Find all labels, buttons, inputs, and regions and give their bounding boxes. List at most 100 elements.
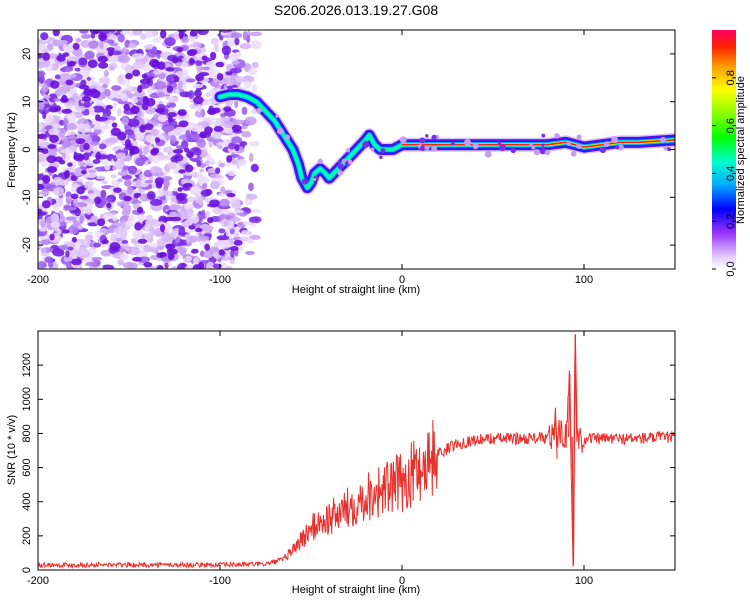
noise-blob: [123, 179, 132, 187]
noise-blob: [142, 66, 151, 72]
noise-blob-strong: [186, 49, 197, 57]
noise-blob: [77, 225, 84, 231]
noise-blob: [125, 85, 133, 91]
noise-blob: [205, 210, 210, 220]
noise-blob: [237, 158, 247, 167]
noise-blob: [186, 78, 196, 83]
noise-blob: [80, 79, 87, 87]
snr-spike-up: [572, 334, 576, 565]
noise-blob-strong: [80, 170, 87, 175]
noise-blob: [117, 75, 124, 85]
heatmap-y-tick-label: -10: [21, 189, 33, 205]
noise-blob: [117, 55, 131, 63]
noise-blob-strong: [208, 199, 220, 207]
noise-blob: [47, 52, 58, 59]
noise-blob-strong: [171, 57, 179, 64]
noise-blob: [129, 214, 136, 222]
noise-blob: [38, 260, 45, 269]
noise-blob: [209, 181, 221, 190]
ridge-speckle: [317, 158, 324, 164]
noise-blob: [181, 57, 186, 62]
noise-blob: [87, 247, 97, 254]
noise-blob: [199, 168, 205, 173]
snr-y-tick-label: 1200: [21, 353, 33, 377]
noise-blob-strong: [139, 78, 151, 85]
noise-blob: [67, 225, 79, 235]
noise-blob: [83, 99, 91, 108]
noise-blob: [161, 232, 173, 242]
noise-blob: [128, 168, 137, 175]
ridge-speckle: [603, 141, 610, 148]
noise-blob-strong: [137, 85, 143, 93]
heatmap-y-tick-label: 10: [21, 96, 33, 108]
noise-blob: [132, 30, 143, 36]
noise-blob-strong: [123, 195, 132, 202]
noise-blob-strong: [56, 54, 66, 62]
noise-blob: [190, 125, 204, 133]
noise-blob: [213, 43, 219, 50]
noise-blob: [175, 144, 188, 150]
noise-blob: [206, 117, 216, 121]
snr-series-line: [38, 351, 675, 569]
noise-blob: [108, 65, 115, 71]
noise-blob: [117, 259, 124, 266]
noise-blob-strong: [71, 236, 77, 243]
noise-blob: [221, 209, 231, 215]
noise-blob: [83, 181, 93, 189]
noise-blob: [239, 236, 249, 242]
noise-blob: [89, 141, 100, 146]
noise-blob: [86, 76, 92, 81]
noise-blob: [74, 208, 81, 217]
noise-blob-strong: [109, 242, 121, 251]
noise-blob: [144, 222, 150, 232]
snr-y-tick-label: 200: [21, 527, 33, 545]
noise-blob: [241, 130, 252, 138]
noise-blob-strong: [213, 126, 224, 132]
noise-blob-strong: [72, 42, 80, 50]
noise-blob: [231, 136, 243, 144]
noise-blob-strong: [124, 145, 134, 151]
noise-blob: [143, 232, 153, 240]
noise-blob: [101, 264, 114, 269]
ridge-speckle: [615, 145, 620, 150]
noise-blob-strong: [137, 238, 148, 244]
noise-blob: [91, 256, 103, 261]
noise-blob: [196, 138, 207, 149]
noise-blob: [69, 139, 76, 145]
noise-blob: [173, 153, 184, 162]
noise-blob: [234, 100, 239, 109]
ridge-speckle: [337, 160, 342, 164]
noise-blob: [187, 235, 198, 243]
ridge-speckle: [277, 127, 284, 135]
noise-blob-strong: [156, 265, 164, 269]
noise-blob: [103, 70, 109, 78]
noise-blob: [216, 235, 230, 241]
noise-blob-strong: [188, 58, 195, 66]
noise-blob-strong: [178, 169, 186, 174]
noise-blob-strong: [42, 174, 51, 184]
ridge-speckle: [424, 145, 430, 151]
noise-blob: [184, 265, 195, 269]
ridge-speckle: [380, 148, 386, 154]
ridge-speckle: [617, 144, 624, 151]
snr-y-axis-title: SNR (10 * v/v): [6, 415, 18, 485]
noise-blob: [125, 221, 134, 227]
snr-x-axis-title: Height of straight line (km): [292, 584, 420, 596]
ridge-speckle: [431, 145, 438, 152]
noise-blob: [251, 61, 259, 69]
ridge-speckle: [313, 178, 317, 182]
noise-blob: [98, 143, 107, 150]
ridge-speckle: [341, 158, 346, 163]
noise-blob: [177, 262, 188, 269]
noise-blob: [111, 222, 122, 227]
heatmap-x-tick-label: -200: [27, 274, 49, 286]
noise-blob: [196, 104, 202, 113]
noise-blob: [143, 147, 150, 156]
noise-blob: [164, 95, 175, 101]
noise-blob: [229, 228, 235, 235]
heatmap-x-tick-label: 100: [575, 274, 593, 286]
noise-blob: [218, 239, 231, 249]
noise-blob: [196, 236, 201, 243]
noise-blob: [54, 74, 61, 80]
noise-blob: [145, 133, 155, 143]
